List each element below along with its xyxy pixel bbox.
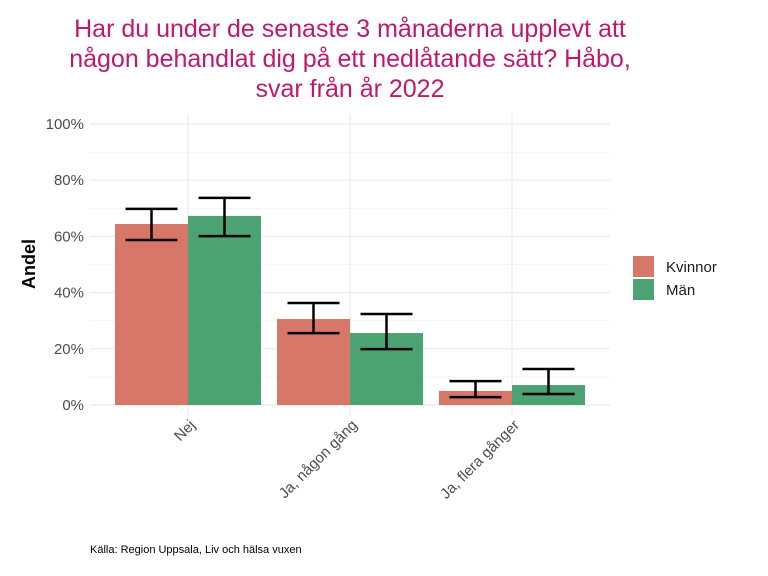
y-tick-label: 40% [54, 285, 84, 302]
chart-title: Har du under de senaste 3 månaderna uppl… [69, 15, 631, 103]
y-tick-label: 20% [54, 341, 84, 358]
y-tick-label: 80% [54, 172, 84, 189]
x-tick-label: Ja, flera gånger [437, 417, 523, 503]
error-bar [198, 196, 251, 238]
legend-item: Kvinnor [633, 256, 717, 277]
legend-item: Män [633, 279, 695, 300]
legend: Kvinnor Män [633, 256, 717, 300]
bar-kvinnor [115, 224, 188, 405]
x-tick-label: Nej [171, 417, 199, 445]
error-bar [449, 379, 502, 399]
chart-title-line: någon behandlat dig på ett nedlåtande sä… [69, 45, 631, 73]
error-bar [522, 367, 575, 396]
error-bars [125, 196, 575, 399]
x-axis-ticks: Nej Ja, någon gång Ja, flera gånger [171, 417, 523, 503]
y-tick-label: 0% [62, 397, 84, 414]
y-tick-label: 60% [54, 228, 84, 245]
y-axis-label: Andel [19, 239, 39, 289]
error-bar [360, 312, 413, 351]
legend-swatch [633, 256, 654, 277]
error-bar [287, 301, 340, 335]
chart-title-line: svar från år 2022 [256, 75, 445, 103]
x-tick-label: Ja, någon gång [276, 417, 361, 502]
y-tick-label: 100% [46, 116, 84, 133]
error-bar [125, 207, 178, 242]
caption: Källa: Region Uppsala, Liv och hälsa vux… [90, 544, 302, 556]
legend-label: Kvinnor [666, 259, 717, 276]
y-axis-ticks: 0% 20% 40% 60% 80% 100% [46, 116, 84, 414]
legend-label: Män [666, 282, 695, 299]
chart-title-line: Har du under de senaste 3 månaderna uppl… [74, 15, 626, 43]
bar-mn [188, 215, 261, 405]
legend-swatch [633, 279, 654, 300]
